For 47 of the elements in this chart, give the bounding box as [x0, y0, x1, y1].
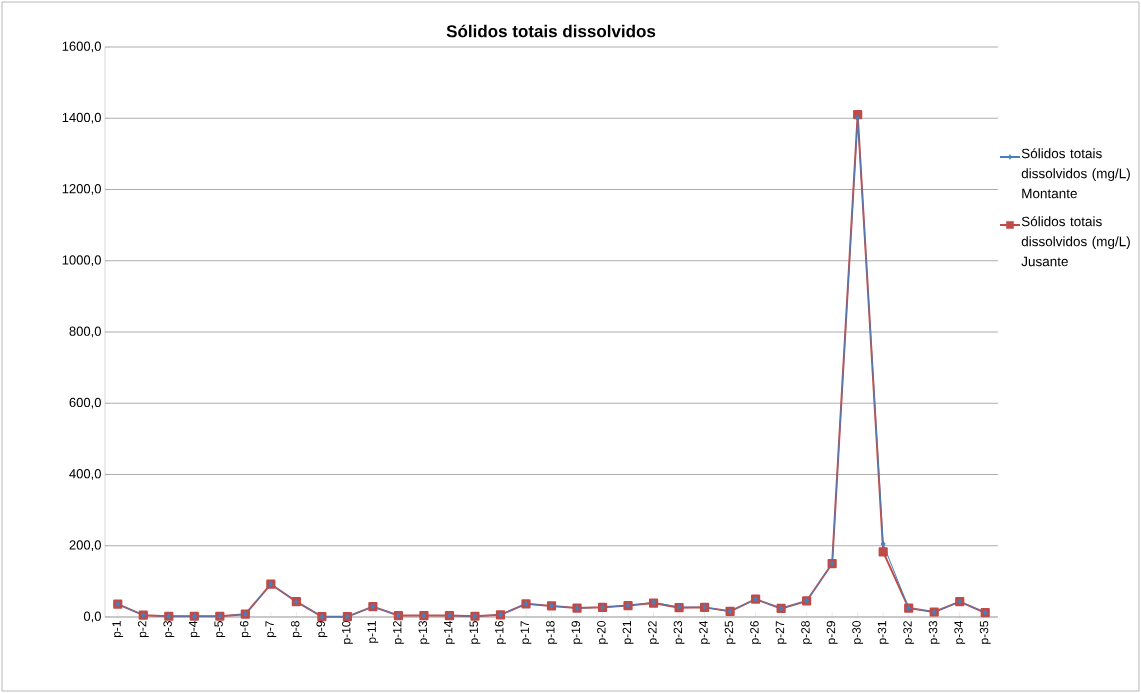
- x-tick-label: p-15: [469, 621, 481, 644]
- x-tick-label: p-16: [495, 621, 506, 644]
- x-tick-label: p-28: [801, 621, 813, 644]
- x-tick-label: p-7: [265, 621, 277, 638]
- x-tick-label: p-13: [418, 621, 430, 644]
- y-tick-label: 400,0: [69, 469, 101, 480]
- x-tick-label: p-11: [367, 621, 379, 643]
- x-tick-label: p-14: [444, 620, 455, 644]
- x-tick-label: p-17: [520, 621, 532, 644]
- x-tick-label: p-2: [137, 621, 149, 638]
- y-tick-label: 1200,0: [62, 184, 101, 195]
- legend-label: Sólidos totais dissolvidos (mg/L) Jusante: [1021, 216, 1130, 267]
- x-tick-label: p-5: [214, 621, 226, 638]
- x-tick-label: p-29: [826, 621, 838, 644]
- x-tick-label: p-33: [928, 621, 940, 644]
- x-tick-label: p-21: [622, 621, 634, 644]
- y-tick-label: 200,0: [69, 540, 101, 552]
- x-tick-label: p-10: [341, 620, 353, 644]
- x-tick-label: p-32: [903, 621, 915, 644]
- y-tick-label: 1000,0: [62, 255, 101, 267]
- x-tick-label: p-9: [316, 621, 328, 638]
- x-tick-label: p-4: [188, 620, 200, 638]
- y-tick-label: 800,0: [69, 326, 101, 338]
- x-tick-label: p-25: [724, 621, 736, 644]
- x-tick-label: p-20: [597, 620, 608, 644]
- x-tick-label: p-34: [954, 620, 966, 644]
- x-tick-label: p-31: [877, 621, 889, 644]
- x-tick-label: p-23: [673, 621, 685, 644]
- chart-title: Sólidos totais dissolvidos: [446, 24, 656, 38]
- x-tick-label: p-22: [648, 621, 659, 644]
- legend-label: Sólidos totais dissolvidos (mg/L) Montante: [1021, 148, 1130, 199]
- y-tick-label: 0,0: [83, 611, 101, 623]
- x-tick-label: p-19: [571, 621, 583, 644]
- x-tick-label: p-8: [290, 621, 302, 638]
- y-tick-label: 1400,0: [62, 112, 101, 124]
- x-tick-label: p-6: [239, 621, 251, 638]
- y-tick-label: 1600,0: [62, 41, 101, 53]
- x-tick-label: p-3: [163, 621, 175, 638]
- x-tick-label: p-1: [112, 621, 124, 638]
- x-tick-label: p-24: [699, 620, 711, 644]
- y-tick-label: 600,0: [69, 397, 101, 409]
- x-tick-label: p-27: [775, 621, 787, 644]
- x-tick-label: p-35: [979, 621, 991, 644]
- x-tick-label: p-18: [546, 621, 557, 644]
- x-tick-label: p-12: [392, 621, 404, 644]
- x-tick-label: p-26: [750, 621, 762, 644]
- x-tick-label: p-30: [852, 620, 864, 644]
